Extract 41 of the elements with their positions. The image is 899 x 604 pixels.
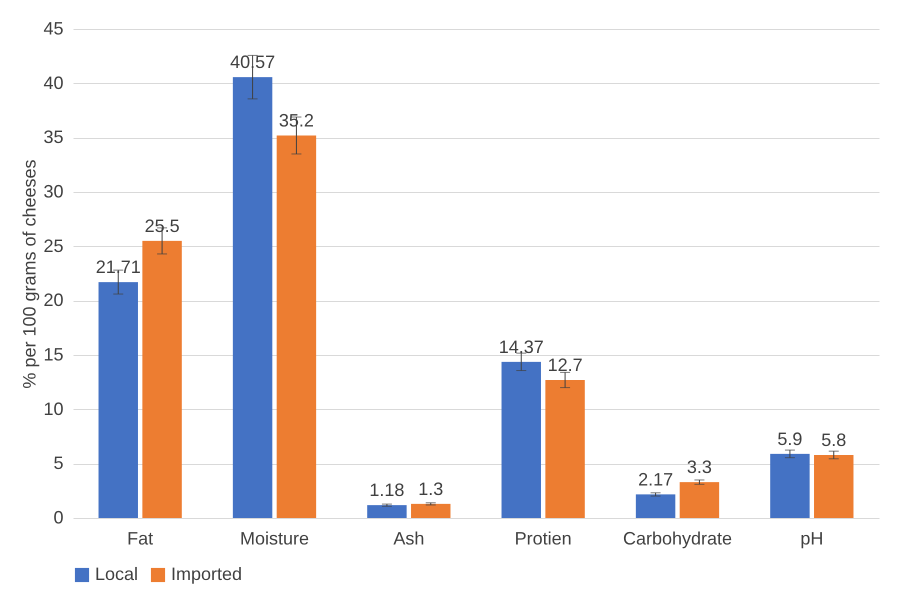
legend-label: Local (95, 564, 138, 584)
data-label: 14.37 (498, 336, 544, 357)
y-axis-title: % per 100 grams of cheeses (19, 159, 40, 389)
y-tick-label: 0 (53, 508, 64, 528)
bar (411, 504, 450, 518)
bar (367, 505, 407, 518)
data-label: 1.3 (418, 478, 444, 499)
y-tick-label: 30 (43, 182, 64, 202)
bar (814, 454, 854, 518)
data-label: 2.17 (638, 469, 674, 490)
bar (276, 135, 316, 518)
bar (232, 77, 272, 518)
data-label: 21.71 (96, 257, 141, 278)
y-tick-label: 15 (43, 344, 64, 364)
y-tick-label: 45 (43, 18, 64, 38)
x-tick-label: pH (800, 528, 824, 548)
bar (98, 282, 138, 518)
data-label: 5.9 (777, 428, 802, 449)
y-tick-label: 5 (53, 453, 64, 474)
data-label: 25.5 (144, 216, 180, 236)
bar (770, 454, 810, 518)
y-tick-label: 25 (43, 236, 64, 256)
data-label: 12.7 (548, 354, 583, 375)
x-tick-label: Fat (127, 528, 154, 548)
bar (502, 362, 541, 518)
data-label: 5.8 (821, 430, 846, 450)
x-tick-label: Carbohydrate (622, 528, 732, 548)
x-tick-label: Ash (393, 528, 424, 548)
x-tick-label: Moisture (240, 528, 310, 548)
y-tick-label: 40 (43, 72, 64, 93)
x-tick-label: Protien (514, 528, 572, 548)
legend-label: Imported (171, 564, 242, 584)
bar (545, 380, 585, 518)
data-label: 3.3 (686, 457, 712, 478)
data-label: 1.18 (369, 480, 404, 500)
y-tick-label: 10 (43, 398, 64, 419)
y-tick-label: 20 (43, 290, 64, 310)
bar (142, 240, 182, 518)
bar (636, 494, 676, 518)
bar (680, 482, 720, 518)
y-tick-label: 35 (43, 127, 64, 148)
